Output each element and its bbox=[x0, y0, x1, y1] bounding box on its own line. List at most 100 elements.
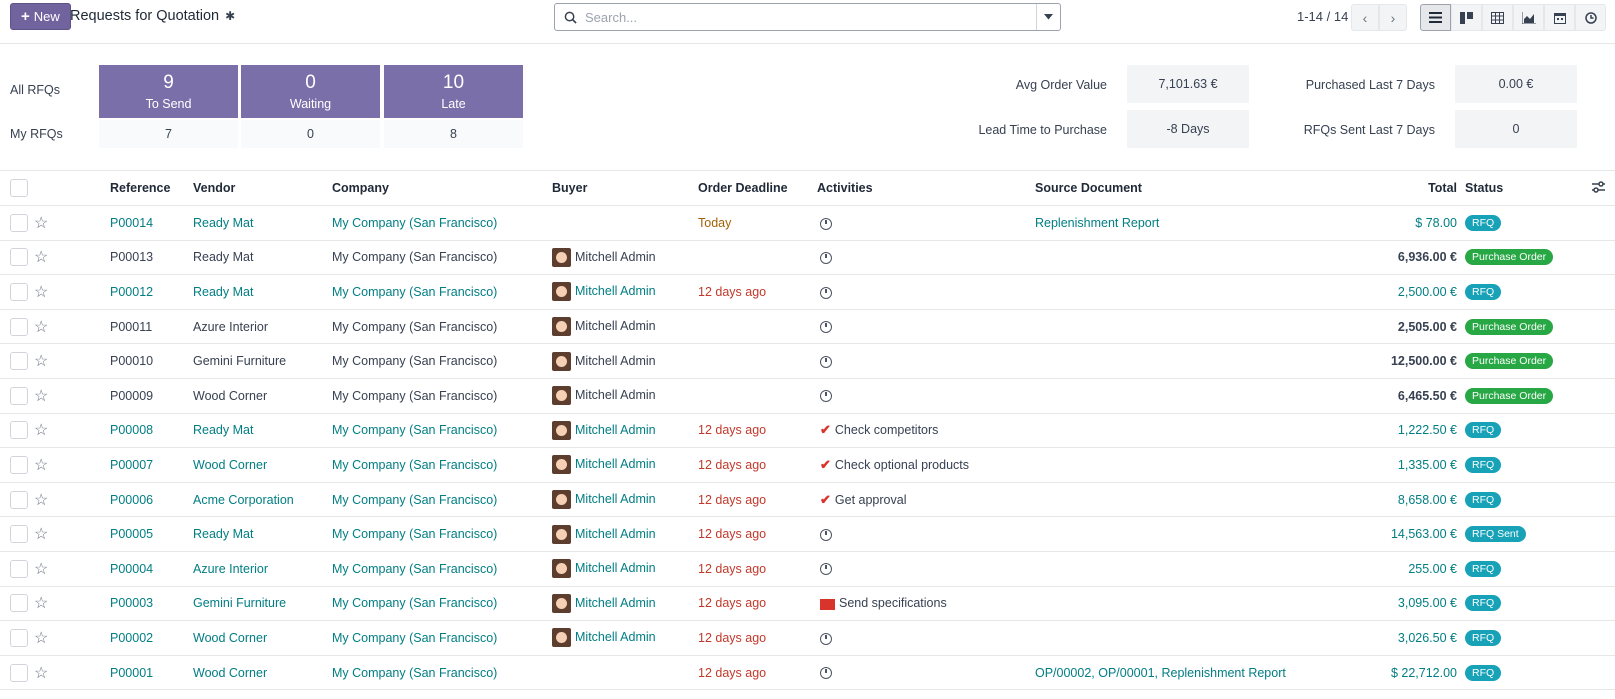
my-to-send-count[interactable]: 7 bbox=[99, 120, 238, 148]
cell-activities[interactable]: ✔ Get approval bbox=[820, 492, 906, 508]
row-checkbox[interactable] bbox=[10, 455, 28, 474]
cell-company[interactable]: My Company (San Francisco) bbox=[332, 596, 498, 611]
table-row[interactable]: ☆ P00014 Ready Mat My Company (San Francisc… bbox=[0, 206, 1615, 241]
col-activities[interactable]: Activities bbox=[817, 181, 873, 195]
list-view-button[interactable] bbox=[1420, 4, 1451, 31]
cell-buyer[interactable]: Mitchell Admin bbox=[552, 420, 656, 440]
cell-activities[interactable] bbox=[820, 250, 832, 265]
check-icon[interactable]: ✔ bbox=[820, 422, 831, 438]
row-checkbox[interactable] bbox=[10, 282, 28, 301]
optional-columns-icon[interactable] bbox=[1592, 180, 1605, 196]
cell-vendor[interactable]: Wood Corner bbox=[193, 630, 268, 645]
cell-company[interactable]: My Company (San Francisco) bbox=[332, 457, 498, 472]
cell-buyer[interactable]: Mitchell Admin bbox=[552, 455, 656, 475]
cell-company[interactable]: My Company (San Francisco) bbox=[332, 250, 498, 265]
cell-vendor[interactable]: Azure Interior bbox=[193, 319, 269, 334]
cell-reference[interactable]: P00008 bbox=[110, 423, 154, 438]
row-checkbox[interactable] bbox=[10, 559, 28, 578]
col-status[interactable]: Status bbox=[1465, 181, 1504, 195]
clock-icon[interactable] bbox=[820, 321, 832, 334]
star-icon[interactable]: ☆ bbox=[34, 526, 49, 544]
cell-company[interactable]: My Company (San Francisco) bbox=[332, 284, 498, 299]
pivot-view-button[interactable] bbox=[1482, 4, 1513, 31]
table-row[interactable]: ☆ P00010 Gemini Furniture My Company (San F… bbox=[0, 344, 1615, 379]
star-icon[interactable]: ☆ bbox=[34, 214, 49, 232]
my-late-count[interactable]: 8 bbox=[384, 120, 523, 148]
cell-reference[interactable]: P00012 bbox=[110, 284, 154, 299]
row-checkbox[interactable] bbox=[10, 421, 28, 440]
row-checkbox[interactable] bbox=[10, 317, 28, 336]
table-row[interactable]: ☆ P00011 Azure Interior My Company (San Fra… bbox=[0, 310, 1615, 345]
cell-activities[interactable] bbox=[820, 666, 832, 680]
cell-company[interactable]: My Company (San Francisco) bbox=[332, 354, 498, 369]
cell-company[interactable]: My Company (San Francisco) bbox=[332, 215, 498, 230]
cell-vendor[interactable]: Azure Interior bbox=[193, 561, 269, 576]
cell-reference[interactable]: P00013 bbox=[110, 250, 154, 265]
clock-icon[interactable] bbox=[820, 217, 832, 230]
cell-buyer[interactable]: Mitchell Admin bbox=[552, 490, 656, 510]
table-row[interactable]: ☆ P00007 Wood Corner My Company (San Franci… bbox=[0, 448, 1615, 483]
col-vendor[interactable]: Vendor bbox=[193, 181, 236, 195]
cell-buyer[interactable]: Mitchell Admin bbox=[552, 351, 656, 371]
tile-waiting[interactable]: 0 Waiting bbox=[241, 65, 380, 118]
activity-view-button[interactable] bbox=[1575, 4, 1606, 31]
gear-icon[interactable]: ✱ bbox=[225, 9, 236, 23]
cell-vendor[interactable]: Gemini Furniture bbox=[193, 354, 287, 369]
cell-source-document[interactable]: OP/00002, OP/00001, Replenishment Report bbox=[1035, 665, 1286, 680]
cell-vendor[interactable]: Ready Mat bbox=[193, 284, 254, 299]
col-order-deadline[interactable]: Order Deadline bbox=[698, 181, 788, 195]
cell-buyer[interactable]: Mitchell Admin bbox=[552, 282, 656, 302]
row-checkbox[interactable] bbox=[10, 594, 28, 613]
check-icon[interactable]: ✔ bbox=[820, 456, 831, 472]
table-row[interactable]: ☆ P00012 Ready Mat My Company (San Francisc… bbox=[0, 275, 1615, 310]
new-button[interactable]: + New bbox=[10, 3, 71, 30]
cell-company[interactable]: My Company (San Francisco) bbox=[332, 423, 498, 438]
table-row[interactable]: ☆ P00009 Wood Corner My Company (San Franci… bbox=[0, 379, 1615, 414]
clock-icon[interactable] bbox=[820, 528, 832, 541]
table-row[interactable]: ☆ P00008 Ready Mat My Company (San Francisc… bbox=[0, 414, 1615, 449]
calendar-view-button[interactable] bbox=[1544, 4, 1575, 31]
cell-reference[interactable]: P00001 bbox=[110, 665, 154, 680]
cell-company[interactable]: My Company (San Francisco) bbox=[332, 665, 498, 680]
star-icon[interactable]: ☆ bbox=[34, 664, 49, 682]
pager-previous-button[interactable]: ‹ bbox=[1351, 4, 1379, 31]
cell-company[interactable]: My Company (San Francisco) bbox=[332, 561, 498, 576]
cell-buyer[interactable]: Mitchell Admin bbox=[552, 317, 656, 337]
cell-company[interactable]: My Company (San Francisco) bbox=[332, 388, 498, 403]
cell-reference[interactable]: P00004 bbox=[110, 561, 154, 576]
tile-late[interactable]: 10 Late bbox=[384, 65, 523, 118]
clock-icon[interactable] bbox=[820, 252, 832, 265]
cell-activities[interactable] bbox=[820, 562, 832, 576]
table-row[interactable]: ☆ P00003 Gemini Furniture My Company (San F… bbox=[0, 587, 1615, 622]
cell-activities[interactable] bbox=[820, 527, 832, 541]
cell-buyer[interactable]: Mitchell Admin bbox=[552, 628, 656, 648]
table-row[interactable]: ☆ P00013 Ready Mat My Company (San Francisc… bbox=[0, 241, 1615, 276]
table-row[interactable]: ☆ P00005 Ready Mat My Company (San Francisc… bbox=[0, 517, 1615, 552]
star-icon[interactable]: ☆ bbox=[34, 283, 49, 301]
cell-company[interactable]: My Company (San Francisco) bbox=[332, 527, 498, 542]
clock-icon[interactable] bbox=[820, 632, 832, 645]
row-checkbox[interactable] bbox=[10, 213, 28, 232]
search-options-toggle[interactable] bbox=[1036, 4, 1060, 30]
cell-activities[interactable] bbox=[820, 285, 832, 299]
cell-activities[interactable]: Send specifications bbox=[820, 596, 947, 610]
cell-buyer[interactable]: Mitchell Admin bbox=[552, 559, 656, 579]
select-all-checkbox[interactable] bbox=[10, 179, 28, 197]
row-checkbox[interactable] bbox=[10, 386, 28, 405]
cell-reference[interactable]: P00006 bbox=[110, 492, 154, 507]
search-input[interactable] bbox=[585, 5, 1036, 29]
check-icon[interactable]: ✔ bbox=[820, 491, 831, 507]
row-checkbox[interactable] bbox=[10, 628, 28, 647]
cell-reference[interactable]: P00010 bbox=[110, 354, 154, 369]
cell-vendor[interactable]: Gemini Furniture bbox=[193, 596, 287, 611]
star-icon[interactable]: ☆ bbox=[34, 318, 49, 336]
cell-activities[interactable] bbox=[820, 631, 832, 645]
table-row[interactable]: ☆ P00006 Acme Corporation My Company (San F… bbox=[0, 483, 1615, 518]
col-source-document[interactable]: Source Document bbox=[1035, 181, 1142, 195]
star-icon[interactable]: ☆ bbox=[34, 387, 49, 405]
cell-vendor[interactable]: Wood Corner bbox=[193, 457, 268, 472]
clock-icon[interactable] bbox=[820, 563, 832, 576]
envelope-icon[interactable] bbox=[820, 598, 835, 610]
star-icon[interactable]: ☆ bbox=[34, 456, 49, 474]
clock-icon[interactable] bbox=[820, 355, 832, 368]
